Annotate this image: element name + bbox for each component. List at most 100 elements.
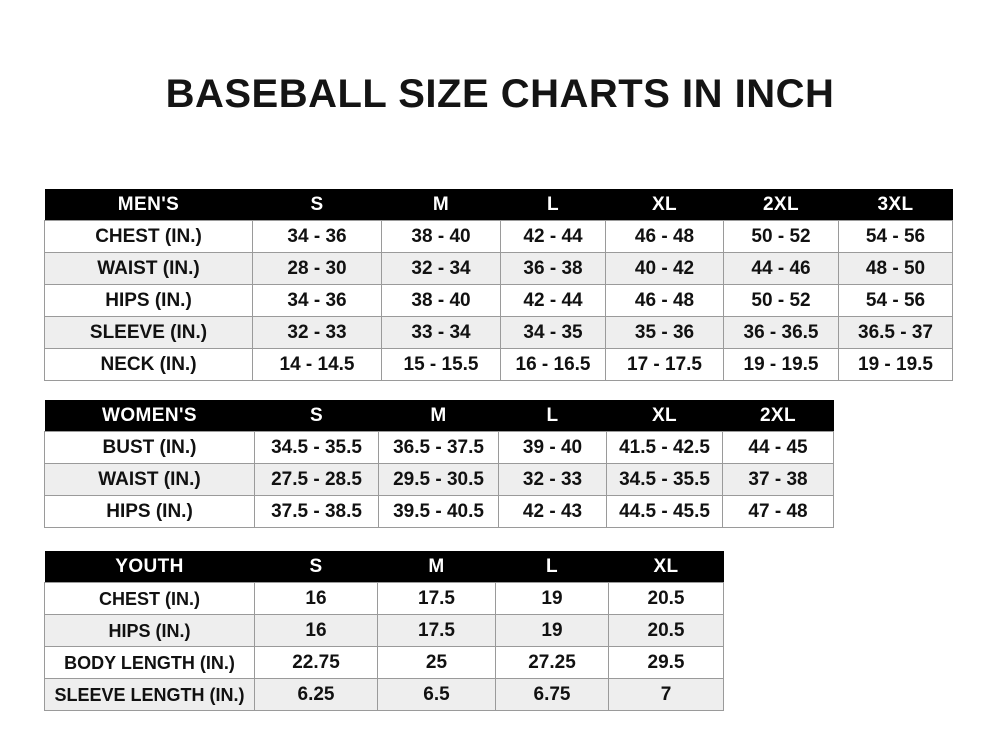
cell-value: 34 - 36	[252, 220, 382, 253]
cell-value: 41.5 - 42.5	[606, 431, 723, 464]
cell-value: 46 - 48	[605, 284, 724, 317]
cell-value: 27.5 - 28.5	[254, 463, 379, 496]
cell-value: 54 - 56	[838, 284, 953, 317]
youth-size-table: YOUTH S M L XL CHEST (IN.) 16 17.5 19 20…	[44, 551, 724, 711]
cell-value: 17 - 17.5	[605, 348, 724, 381]
cell-value: 15 - 15.5	[381, 348, 501, 381]
mens-header-m: M	[381, 189, 501, 221]
cell-value: 19 - 19.5	[723, 348, 839, 381]
row-label: CHEST (IN.)	[44, 582, 255, 615]
mens-header-l: L	[500, 189, 606, 221]
womens-header-category: WOMEN'S	[44, 400, 255, 432]
cell-value: 25	[377, 646, 496, 679]
cell-value: 54 - 56	[838, 220, 953, 253]
cell-value: 6.5	[377, 678, 496, 711]
cell-value: 19	[495, 582, 609, 615]
cell-value: 20.5	[608, 582, 724, 615]
youth-header-xl: XL	[608, 551, 724, 583]
cell-value: 29.5 - 30.5	[378, 463, 499, 496]
row-label: HIPS (IN.)	[44, 284, 253, 317]
table-row: CHEST (IN.) 16 17.5 19 20.5	[44, 582, 724, 615]
page-title: BASEBALL SIZE CHARTS IN INCH	[165, 72, 835, 116]
row-label: HIPS (IN.)	[44, 614, 255, 647]
cell-value: 47 - 48	[722, 495, 834, 528]
cell-value: 44.5 - 45.5	[606, 495, 723, 528]
row-label: BUST (IN.)	[44, 431, 255, 464]
cell-value: 16 - 16.5	[500, 348, 606, 381]
cell-value: 37.5 - 38.5	[254, 495, 379, 528]
cell-value: 37 - 38	[722, 463, 834, 496]
womens-size-table: WOMEN'S S M L XL 2XL BUST (IN.) 34.5 - 3…	[44, 400, 834, 528]
cell-value: 32 - 34	[381, 252, 501, 285]
cell-value: 36.5 - 37.5	[378, 431, 499, 464]
cell-value: 38 - 40	[381, 284, 501, 317]
cell-value: 42 - 44	[500, 284, 606, 317]
cell-value: 17.5	[377, 582, 496, 615]
table-row: WAIST (IN.) 28 - 30 32 - 34 36 - 38 40 -…	[44, 252, 953, 285]
cell-value: 22.75	[254, 646, 378, 679]
womens-header-s: S	[254, 400, 379, 432]
table-row: BODY LENGTH (IN.) 22.75 25 27.25 29.5	[44, 646, 724, 679]
youth-header-m: M	[377, 551, 496, 583]
mens-header-xl: XL	[605, 189, 724, 221]
mens-header-2xl: 2XL	[723, 189, 839, 221]
mens-header-s: S	[252, 189, 382, 221]
mens-header-category: MEN'S	[44, 189, 253, 221]
cell-value: 36 - 38	[500, 252, 606, 285]
table-row: WAIST (IN.) 27.5 - 28.5 29.5 - 30.5 32 -…	[44, 463, 834, 496]
cell-value: 29.5	[608, 646, 724, 679]
table-row: BUST (IN.) 34.5 - 35.5 36.5 - 37.5 39 - …	[44, 431, 834, 464]
cell-value: 42 - 44	[500, 220, 606, 253]
cell-value: 33 - 34	[381, 316, 501, 349]
womens-header-2xl: 2XL	[722, 400, 834, 432]
cell-value: 27.25	[495, 646, 609, 679]
cell-value: 39.5 - 40.5	[378, 495, 499, 528]
cell-value: 48 - 50	[838, 252, 953, 285]
womens-header-xl: XL	[606, 400, 723, 432]
youth-header-l: L	[495, 551, 609, 583]
row-label: CHEST (IN.)	[44, 220, 253, 253]
cell-value: 19	[495, 614, 609, 647]
cell-value: 19 - 19.5	[838, 348, 953, 381]
cell-value: 16	[254, 614, 378, 647]
table-row: CHEST (IN.) 34 - 36 38 - 40 42 - 44 46 -…	[44, 220, 953, 253]
row-label: WAIST (IN.)	[44, 463, 255, 496]
cell-value: 6.75	[495, 678, 609, 711]
cell-value: 42 - 43	[498, 495, 607, 528]
cell-value: 14 - 14.5	[252, 348, 382, 381]
mens-header-row: MEN'S S M L XL 2XL 3XL	[44, 189, 953, 221]
table-row: NECK (IN.) 14 - 14.5 15 - 15.5 16 - 16.5…	[44, 348, 953, 381]
womens-header-m: M	[378, 400, 499, 432]
cell-value: 46 - 48	[605, 220, 724, 253]
cell-value: 35 - 36	[605, 316, 724, 349]
cell-value: 44 - 45	[722, 431, 834, 464]
row-label: BODY LENGTH (IN.)	[44, 646, 255, 679]
cell-value: 17.5	[377, 614, 496, 647]
cell-value: 39 - 40	[498, 431, 607, 464]
cell-value: 38 - 40	[381, 220, 501, 253]
cell-value: 7	[608, 678, 724, 711]
cell-value: 40 - 42	[605, 252, 724, 285]
table-row: HIPS (IN.) 16 17.5 19 20.5	[44, 614, 724, 647]
cell-value: 44 - 46	[723, 252, 839, 285]
table-row: SLEEVE (IN.) 32 - 33 33 - 34 34 - 35 35 …	[44, 316, 953, 349]
row-label: NECK (IN.)	[44, 348, 253, 381]
cell-value: 34 - 35	[500, 316, 606, 349]
table-row: SLEEVE LENGTH (IN.) 6.25 6.5 6.75 7	[44, 678, 724, 711]
cell-value: 50 - 52	[723, 220, 839, 253]
cell-value: 36.5 - 37	[838, 316, 953, 349]
row-label: SLEEVE LENGTH (IN.)	[44, 678, 255, 711]
cell-value: 34 - 36	[252, 284, 382, 317]
mens-header-3xl: 3XL	[838, 189, 953, 221]
cell-value: 32 - 33	[498, 463, 607, 496]
cell-value: 16	[254, 582, 378, 615]
womens-header-l: L	[498, 400, 607, 432]
row-label: WAIST (IN.)	[44, 252, 253, 285]
cell-value: 34.5 - 35.5	[606, 463, 723, 496]
row-label: SLEEVE (IN.)	[44, 316, 253, 349]
table-row: HIPS (IN.) 34 - 36 38 - 40 42 - 44 46 - …	[44, 284, 953, 317]
cell-value: 32 - 33	[252, 316, 382, 349]
cell-value: 28 - 30	[252, 252, 382, 285]
mens-size-table: MEN'S S M L XL 2XL 3XL CHEST (IN.) 34 - …	[44, 189, 953, 381]
